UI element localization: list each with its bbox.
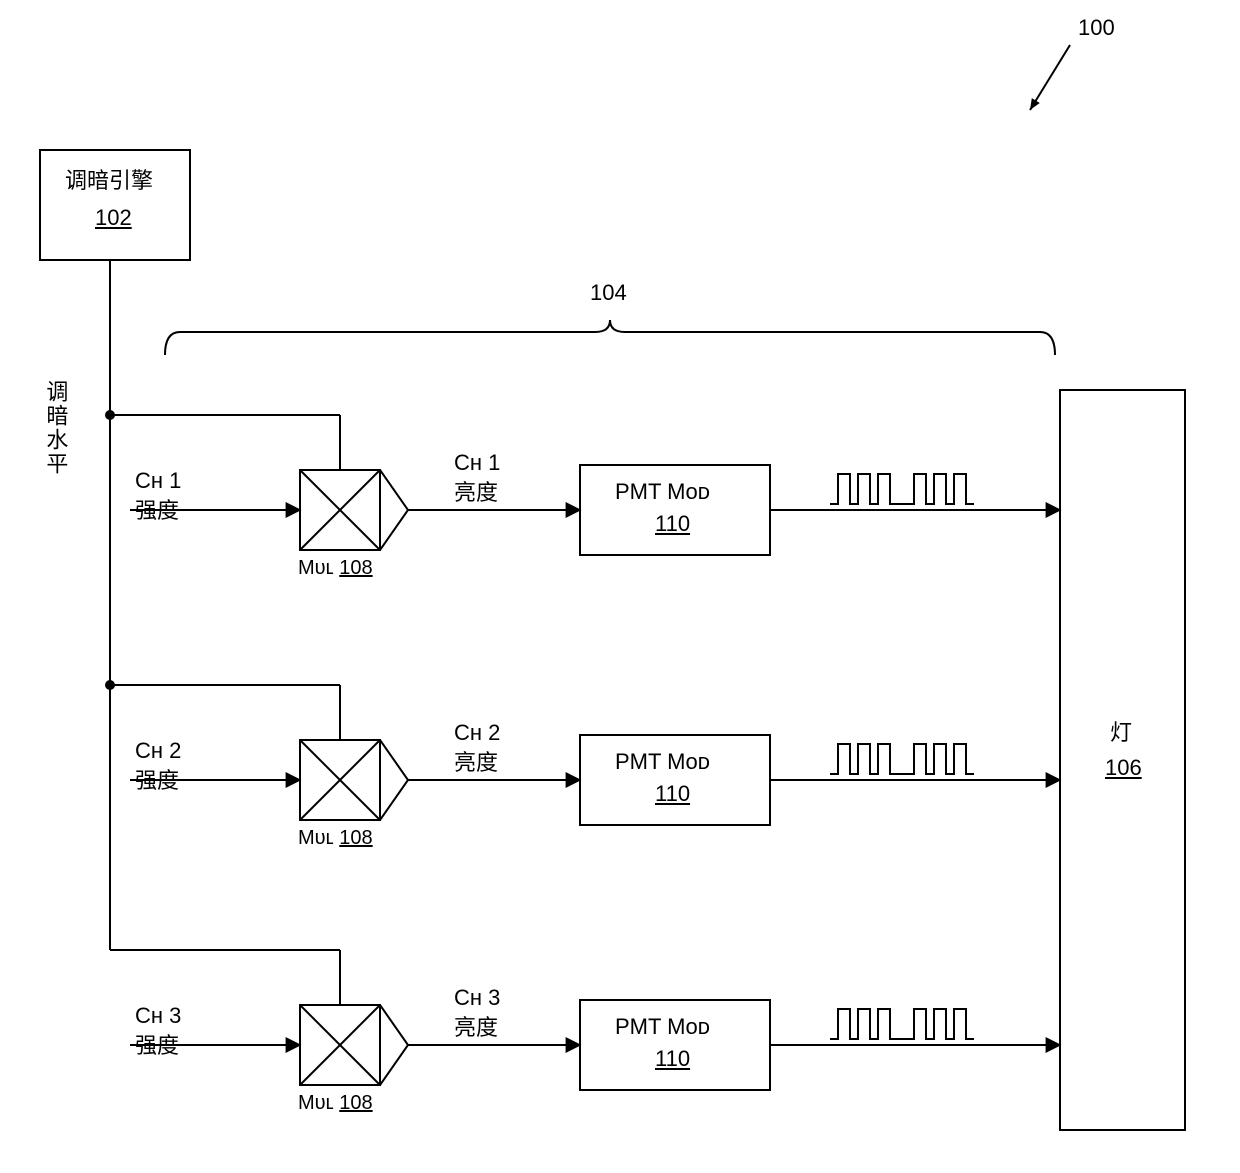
dimming-engine-ref: 102 bbox=[95, 205, 132, 231]
pulse-waveform-icon bbox=[830, 474, 974, 504]
pmt-ref: 110 bbox=[655, 781, 690, 807]
ch-bright-label: Cн 2 bbox=[454, 720, 500, 746]
dimming-engine-title: 调暗引擎 bbox=[65, 168, 153, 194]
ch-input-sub: 强度 bbox=[135, 768, 179, 794]
block-diagram bbox=[0, 0, 1240, 1173]
ch-bright-sub: 亮度 bbox=[454, 480, 498, 506]
mul-label: Mᴜʟ 108 bbox=[298, 556, 373, 580]
lamp-title: 灯 bbox=[1110, 720, 1132, 746]
mul-label: Mᴜʟ 108 bbox=[298, 826, 373, 850]
ch-input-sub: 强度 bbox=[135, 1033, 179, 1059]
lamp-ref: 106 bbox=[1105, 755, 1142, 781]
ch-input-label: Cн 3 bbox=[135, 1003, 181, 1029]
pulse-waveform-icon bbox=[830, 744, 974, 774]
pmt-label: PMT Mᴏᴅ bbox=[615, 749, 710, 775]
ch-bright-sub: 亮度 bbox=[454, 1015, 498, 1041]
dimming-level-label: 调暗水平 bbox=[42, 380, 68, 476]
pulse-waveform-icon bbox=[830, 1009, 974, 1039]
pmt-ref: 110 bbox=[655, 511, 690, 537]
pmt-label: PMT Mᴏᴅ bbox=[615, 479, 710, 505]
ch-bright-label: Cн 3 bbox=[454, 985, 500, 1011]
ch-bright-sub: 亮度 bbox=[454, 750, 498, 776]
ch-input-sub: 强度 bbox=[135, 498, 179, 524]
pmt-ref: 110 bbox=[655, 1046, 690, 1072]
ch-input-label: Cн 1 bbox=[135, 468, 181, 494]
group-ref: 104 bbox=[590, 280, 627, 306]
ch-input-label: Cн 2 bbox=[135, 738, 181, 764]
ch-bright-label: Cн 1 bbox=[454, 450, 500, 476]
figure-ref: 100 bbox=[1078, 15, 1115, 41]
pmt-label: PMT Mᴏᴅ bbox=[615, 1014, 710, 1040]
mul-label: Mᴜʟ 108 bbox=[298, 1091, 373, 1115]
